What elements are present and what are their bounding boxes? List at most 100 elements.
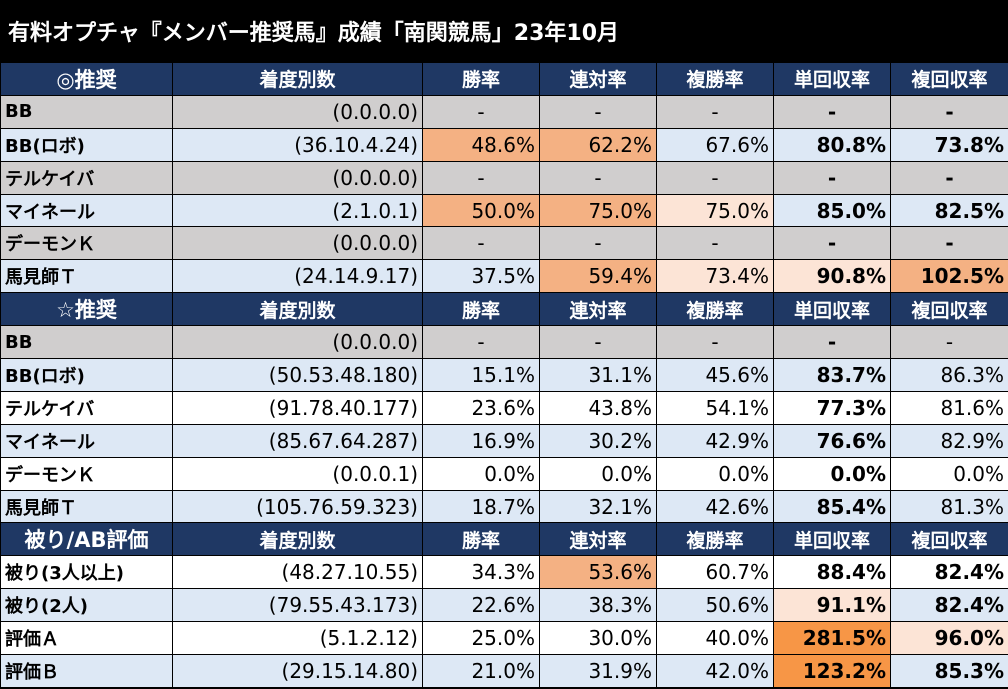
value-cell: 102.5% [890, 259, 1008, 294]
record-cell: (0.0.0.0) [172, 94, 423, 129]
value-cell: 34.3% [422, 555, 540, 590]
value-cell: 86.3% [890, 358, 1008, 392]
table-row: 被り(3人以上) (48.27.10.55) 34.3% 53.6% 60.7% 88.4… [0, 555, 1008, 590]
value-cell: 45.6% [656, 358, 774, 392]
record-cell: (85.67.64.287) [172, 423, 423, 458]
value-cell: - [422, 226, 540, 261]
value-cell: - [773, 94, 891, 129]
value-cell: 67.6% [656, 127, 774, 162]
value-cell: - [422, 94, 540, 129]
value-cell: 0.0% [773, 456, 891, 491]
value-cell: 60.7% [656, 555, 774, 590]
value-cell: 82.4% [890, 588, 1008, 623]
results-table-body: ◎推奨 着度別数 勝率 連対率 複勝率 単回収率 複回収率 BB (0.0.0.0) - - - - - B… [0, 62, 1008, 688]
row-name: BB [0, 325, 173, 360]
value-cell: 38.3% [539, 588, 657, 623]
record-cell: (36.10.4.24) [172, 127, 423, 162]
column-header: 連対率 [539, 522, 657, 557]
value-cell: 31.9% [539, 654, 657, 688]
record-cell: (48.27.10.55) [172, 555, 423, 590]
value-cell: 18.7% [422, 489, 540, 524]
value-cell: - [890, 160, 1008, 195]
section-header-row: 被り/AB評価 着度別数 勝率 連対率 複勝率 単回収率 複回収率 [0, 522, 1008, 557]
value-cell: - [890, 325, 1008, 360]
column-header: 単回収率 [773, 62, 891, 96]
value-cell: 88.4% [773, 555, 891, 590]
section-header-row: ☆推奨 着度別数 勝率 連対率 複勝率 単回収率 複回収率 [0, 292, 1008, 327]
value-cell: 30.0% [539, 621, 657, 656]
value-cell: - [422, 325, 540, 360]
value-cell: 82.9% [890, 423, 1008, 458]
record-cell: (29.15.14.80) [172, 654, 423, 688]
value-cell: 123.2% [773, 654, 891, 688]
record-cell: (50.53.48.180) [172, 358, 423, 392]
table-row: BB (0.0.0.0) - - - - - [0, 325, 1008, 360]
table-row: BB(ロボ) (50.53.48.180) 15.1% 31.1% 45.6% 83.7%… [0, 358, 1008, 392]
value-cell: 90.8% [773, 259, 891, 294]
value-cell: 85.0% [773, 193, 891, 228]
table-row: BB (0.0.0.0) - - - - - [0, 94, 1008, 129]
value-cell: 42.6% [656, 489, 774, 524]
record-cell: (0.0.0.1) [172, 456, 423, 491]
value-cell: 96.0% [890, 621, 1008, 656]
row-name: BB(ロボ) [0, 127, 173, 162]
value-cell: - [539, 226, 657, 261]
column-header: 複回収率 [890, 522, 1008, 557]
value-cell: 76.6% [773, 423, 891, 458]
value-cell: 0.0% [656, 456, 774, 491]
row-name: テルケイバ [0, 160, 173, 195]
column-header: 着度別数 [172, 292, 423, 327]
column-header: 複勝率 [656, 292, 774, 327]
record-cell: (0.0.0.0) [172, 226, 423, 261]
value-cell: 81.3% [890, 489, 1008, 524]
value-cell: 50.0% [422, 193, 540, 228]
record-cell: (5.1.2.12) [172, 621, 423, 656]
record-cell: (0.0.0.0) [172, 160, 423, 195]
column-header: 連対率 [539, 292, 657, 327]
record-cell: (79.55.43.173) [172, 588, 423, 623]
value-cell: 32.1% [539, 489, 657, 524]
row-name: デーモンＫ [0, 456, 173, 491]
table-row: 評価Ａ (5.1.2.12) 25.0% 30.0% 40.0% 281.5% 96.0% [0, 621, 1008, 656]
row-name: 被り(3人以上) [0, 555, 173, 590]
section-title: ◎推奨 [0, 62, 173, 96]
value-cell: 83.7% [773, 358, 891, 392]
row-name: マイネール [0, 423, 173, 458]
column-header: 勝率 [422, 62, 540, 96]
value-cell: - [539, 94, 657, 129]
value-cell: - [773, 226, 891, 261]
column-header: 勝率 [422, 522, 540, 557]
value-cell: 85.4% [773, 489, 891, 524]
row-name: テルケイバ [0, 390, 173, 425]
value-cell: 42.9% [656, 423, 774, 458]
row-name: マイネール [0, 193, 173, 228]
value-cell: - [656, 94, 774, 129]
table-row: 馬見師Ｔ (24.14.9.17) 37.5% 59.4% 73.4% 90.8% 102.… [0, 259, 1008, 294]
value-cell: - [773, 160, 891, 195]
value-cell: - [890, 94, 1008, 129]
column-header: 着度別数 [172, 522, 423, 557]
column-header: 複回収率 [890, 62, 1008, 96]
column-header: 単回収率 [773, 292, 891, 327]
value-cell: - [890, 226, 1008, 261]
value-cell: 0.0% [539, 456, 657, 491]
row-name: BB [0, 94, 173, 129]
section-header-row: ◎推奨 着度別数 勝率 連対率 複勝率 単回収率 複回収率 [0, 62, 1008, 96]
section-title: ☆推奨 [0, 292, 173, 327]
column-header: 着度別数 [172, 62, 423, 96]
value-cell: 25.0% [422, 621, 540, 656]
value-cell: - [422, 160, 540, 195]
value-cell: 22.6% [422, 588, 540, 623]
column-header: 連対率 [539, 62, 657, 96]
table-row: テルケイバ (91.78.40.177) 23.6% 43.8% 54.1% 77.3% 8… [0, 390, 1008, 425]
value-cell: - [656, 226, 774, 261]
column-header: 単回収率 [773, 522, 891, 557]
value-cell: 82.4% [890, 555, 1008, 590]
value-cell: 75.0% [539, 193, 657, 228]
value-cell: 80.8% [773, 127, 891, 162]
value-cell: 0.0% [422, 456, 540, 491]
value-cell: 73.4% [656, 259, 774, 294]
value-cell: 0.0% [890, 456, 1008, 491]
row-name: 馬見師Ｔ [0, 259, 173, 294]
record-cell: (24.14.9.17) [172, 259, 423, 294]
